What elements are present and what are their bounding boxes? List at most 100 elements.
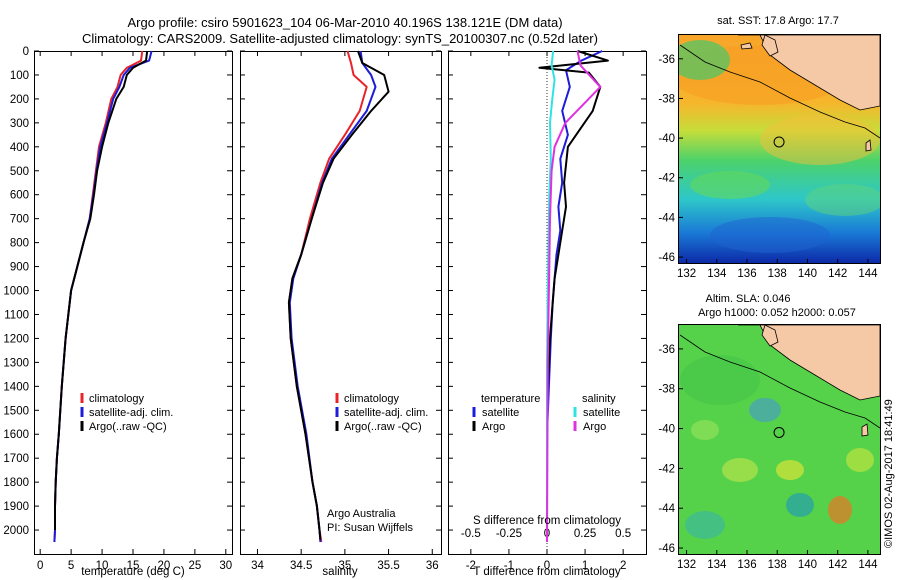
y-tick-label: 1400 <box>3 381 29 393</box>
legend-label: climatology <box>89 393 145 405</box>
map-x-tick-label: 144 <box>858 268 878 280</box>
legend-label: satellite <box>583 407 620 419</box>
x-tick-label: -2 <box>466 560 476 572</box>
legend-label: satellite <box>482 407 519 419</box>
salinity-chart: 34 34.5 35 35.5 36 climatology satellite-adj. … <box>240 50 441 572</box>
map-y-tick-label: -42 <box>658 173 675 185</box>
y-tick-label: 300 <box>10 118 29 130</box>
pi-line-1: Argo Australia <box>327 508 396 520</box>
map-x-tick-label: 134 <box>707 559 727 571</box>
y-tick-label: 500 <box>10 166 29 178</box>
map-x-tick-label: 136 <box>737 268 756 280</box>
y-tick-label: 2000 <box>3 525 29 537</box>
y-tick-label: 600 <box>10 190 29 202</box>
map-x-tick-label: 132 <box>677 559 696 571</box>
difference-xlabel-top: S difference from climatology <box>473 515 621 527</box>
imos-stamp: ©IMOS 02-Aug-2017 18:41:49 <box>883 399 895 548</box>
map-y-tick-label: -44 <box>658 503 675 515</box>
y-tick-label: 200 <box>10 94 29 106</box>
y-tick-label: 900 <box>10 262 29 274</box>
x-tick-label: 0 <box>544 560 550 572</box>
legend-label: satellite-adj. clim. <box>344 407 428 419</box>
y-tick-label: 1700 <box>3 453 29 465</box>
sst-map-axes: 132 134 136 138 140 142 144 -36 -38 -40 -42 -44 -46 <box>658 54 878 280</box>
map-y-tick-label: -42 <box>658 463 675 475</box>
x-tick-label: 34.5 <box>290 560 312 572</box>
y-tick-label: 1900 <box>3 501 29 513</box>
map-x-tick-label: 144 <box>858 559 878 571</box>
map-y-tick-label: -40 <box>658 133 675 145</box>
series-line-salinity-argo <box>546 50 602 543</box>
y-tick-label: 0 <box>23 46 29 58</box>
sst-map-image <box>679 35 880 263</box>
temperature-panel-frame <box>34 51 233 555</box>
sla-map-title-2: Argo h1000: 0.052 h2000: 0.057 <box>698 307 856 319</box>
x-tick-label: 35.5 <box>377 560 399 572</box>
legend-label: Argo <box>583 421 606 433</box>
sst-shelf-contour <box>679 44 880 139</box>
series-line-argo-raw-qc- <box>287 50 390 540</box>
title-line-1: Argo profile: csiro 5901623_104 06-Mar-2… <box>127 15 562 30</box>
series-line-argo-raw-qc- <box>54 50 149 530</box>
x-tick-label: 25 <box>188 560 201 572</box>
sla-shelf-contour <box>679 334 880 429</box>
sst-map-title: sat. SST: 17.8 Argo: 17.7 <box>717 15 839 27</box>
s-tick-label: 0.5 <box>615 528 631 540</box>
sst-land-island-east <box>865 139 872 152</box>
y-tick-label: 100 <box>10 70 29 82</box>
x-tick-label: 10 <box>96 560 109 572</box>
title-line-2: Climatology: CARS2009. Satellite-adjuste… <box>82 31 598 46</box>
y-tick-label: 400 <box>10 142 29 154</box>
series-line-satellite-adj-clim- <box>53 50 153 543</box>
map-x-tick-label: 140 <box>798 268 817 280</box>
y-tick-label: 1000 <box>3 286 29 298</box>
y-tick-label: 1800 <box>3 477 29 489</box>
y-tick-label: 1300 <box>3 357 29 369</box>
y-tick-label: 1100 <box>4 309 29 321</box>
legend-label: Argo(..raw -QC) <box>344 421 422 433</box>
y-tick-label: 1200 <box>3 333 29 345</box>
map-x-tick-label: 140 <box>798 559 817 571</box>
y-tick-label: 800 <box>10 238 29 250</box>
temperature-xlabel: temperature (deg C) <box>81 566 185 578</box>
series-line-temperature-argo <box>538 50 609 542</box>
argo-position-marker <box>773 136 785 148</box>
s-tick-label: 0.25 <box>574 528 596 540</box>
x-tick-label: 30 <box>219 560 232 572</box>
legend-label: satellite-adj. clim. <box>89 407 173 419</box>
legend-heading-temperature: temperature <box>481 393 540 405</box>
sst-map-frame <box>678 34 881 264</box>
map-x-tick-label: 138 <box>768 268 787 280</box>
sla-land-island-east <box>861 423 869 437</box>
x-tick-label: -1 <box>504 560 514 572</box>
map-y-tick-label: -44 <box>658 212 675 224</box>
y-tick-label: 1500 <box>3 405 29 417</box>
map-y-tick-label: -36 <box>658 344 675 356</box>
difference-xlabel: T difference from climatology <box>473 566 620 578</box>
map-y-tick-label: -36 <box>658 54 675 66</box>
x-tick-label: 1 <box>582 560 588 572</box>
map-x-tick-label: 138 <box>768 559 787 571</box>
temperature-chart: 0100200300400500600700800900100011001200… <box>3 46 232 572</box>
map-y-tick-label: -40 <box>658 424 675 436</box>
legend-heading-salinity: salinity <box>582 393 616 405</box>
series-line-climatology <box>53 50 144 543</box>
salinity-panel-frame <box>240 51 442 555</box>
map-x-tick-label: 132 <box>677 268 696 280</box>
map-x-tick-label: 134 <box>707 268 727 280</box>
pi-line-2: PI: Susan Wijffels <box>327 522 413 534</box>
legend-label: Argo(..raw -QC) <box>89 421 167 433</box>
map-y-tick-label: -46 <box>658 252 675 264</box>
sla-map-title-1: Altim. SLA: 0.046 <box>706 293 791 305</box>
sla-land-peninsula <box>761 325 779 347</box>
argo-position-marker <box>773 426 785 438</box>
map-y-tick-label: -38 <box>658 384 675 396</box>
x-tick-label: 0 <box>37 560 43 572</box>
x-tick-label: 36 <box>426 560 439 572</box>
x-tick-label: 2 <box>620 560 626 572</box>
series-line-temperature-satellite <box>546 50 603 542</box>
series-line-satellite-adj-clim- <box>288 50 377 543</box>
s-tick-label: -0.25 <box>496 528 522 540</box>
